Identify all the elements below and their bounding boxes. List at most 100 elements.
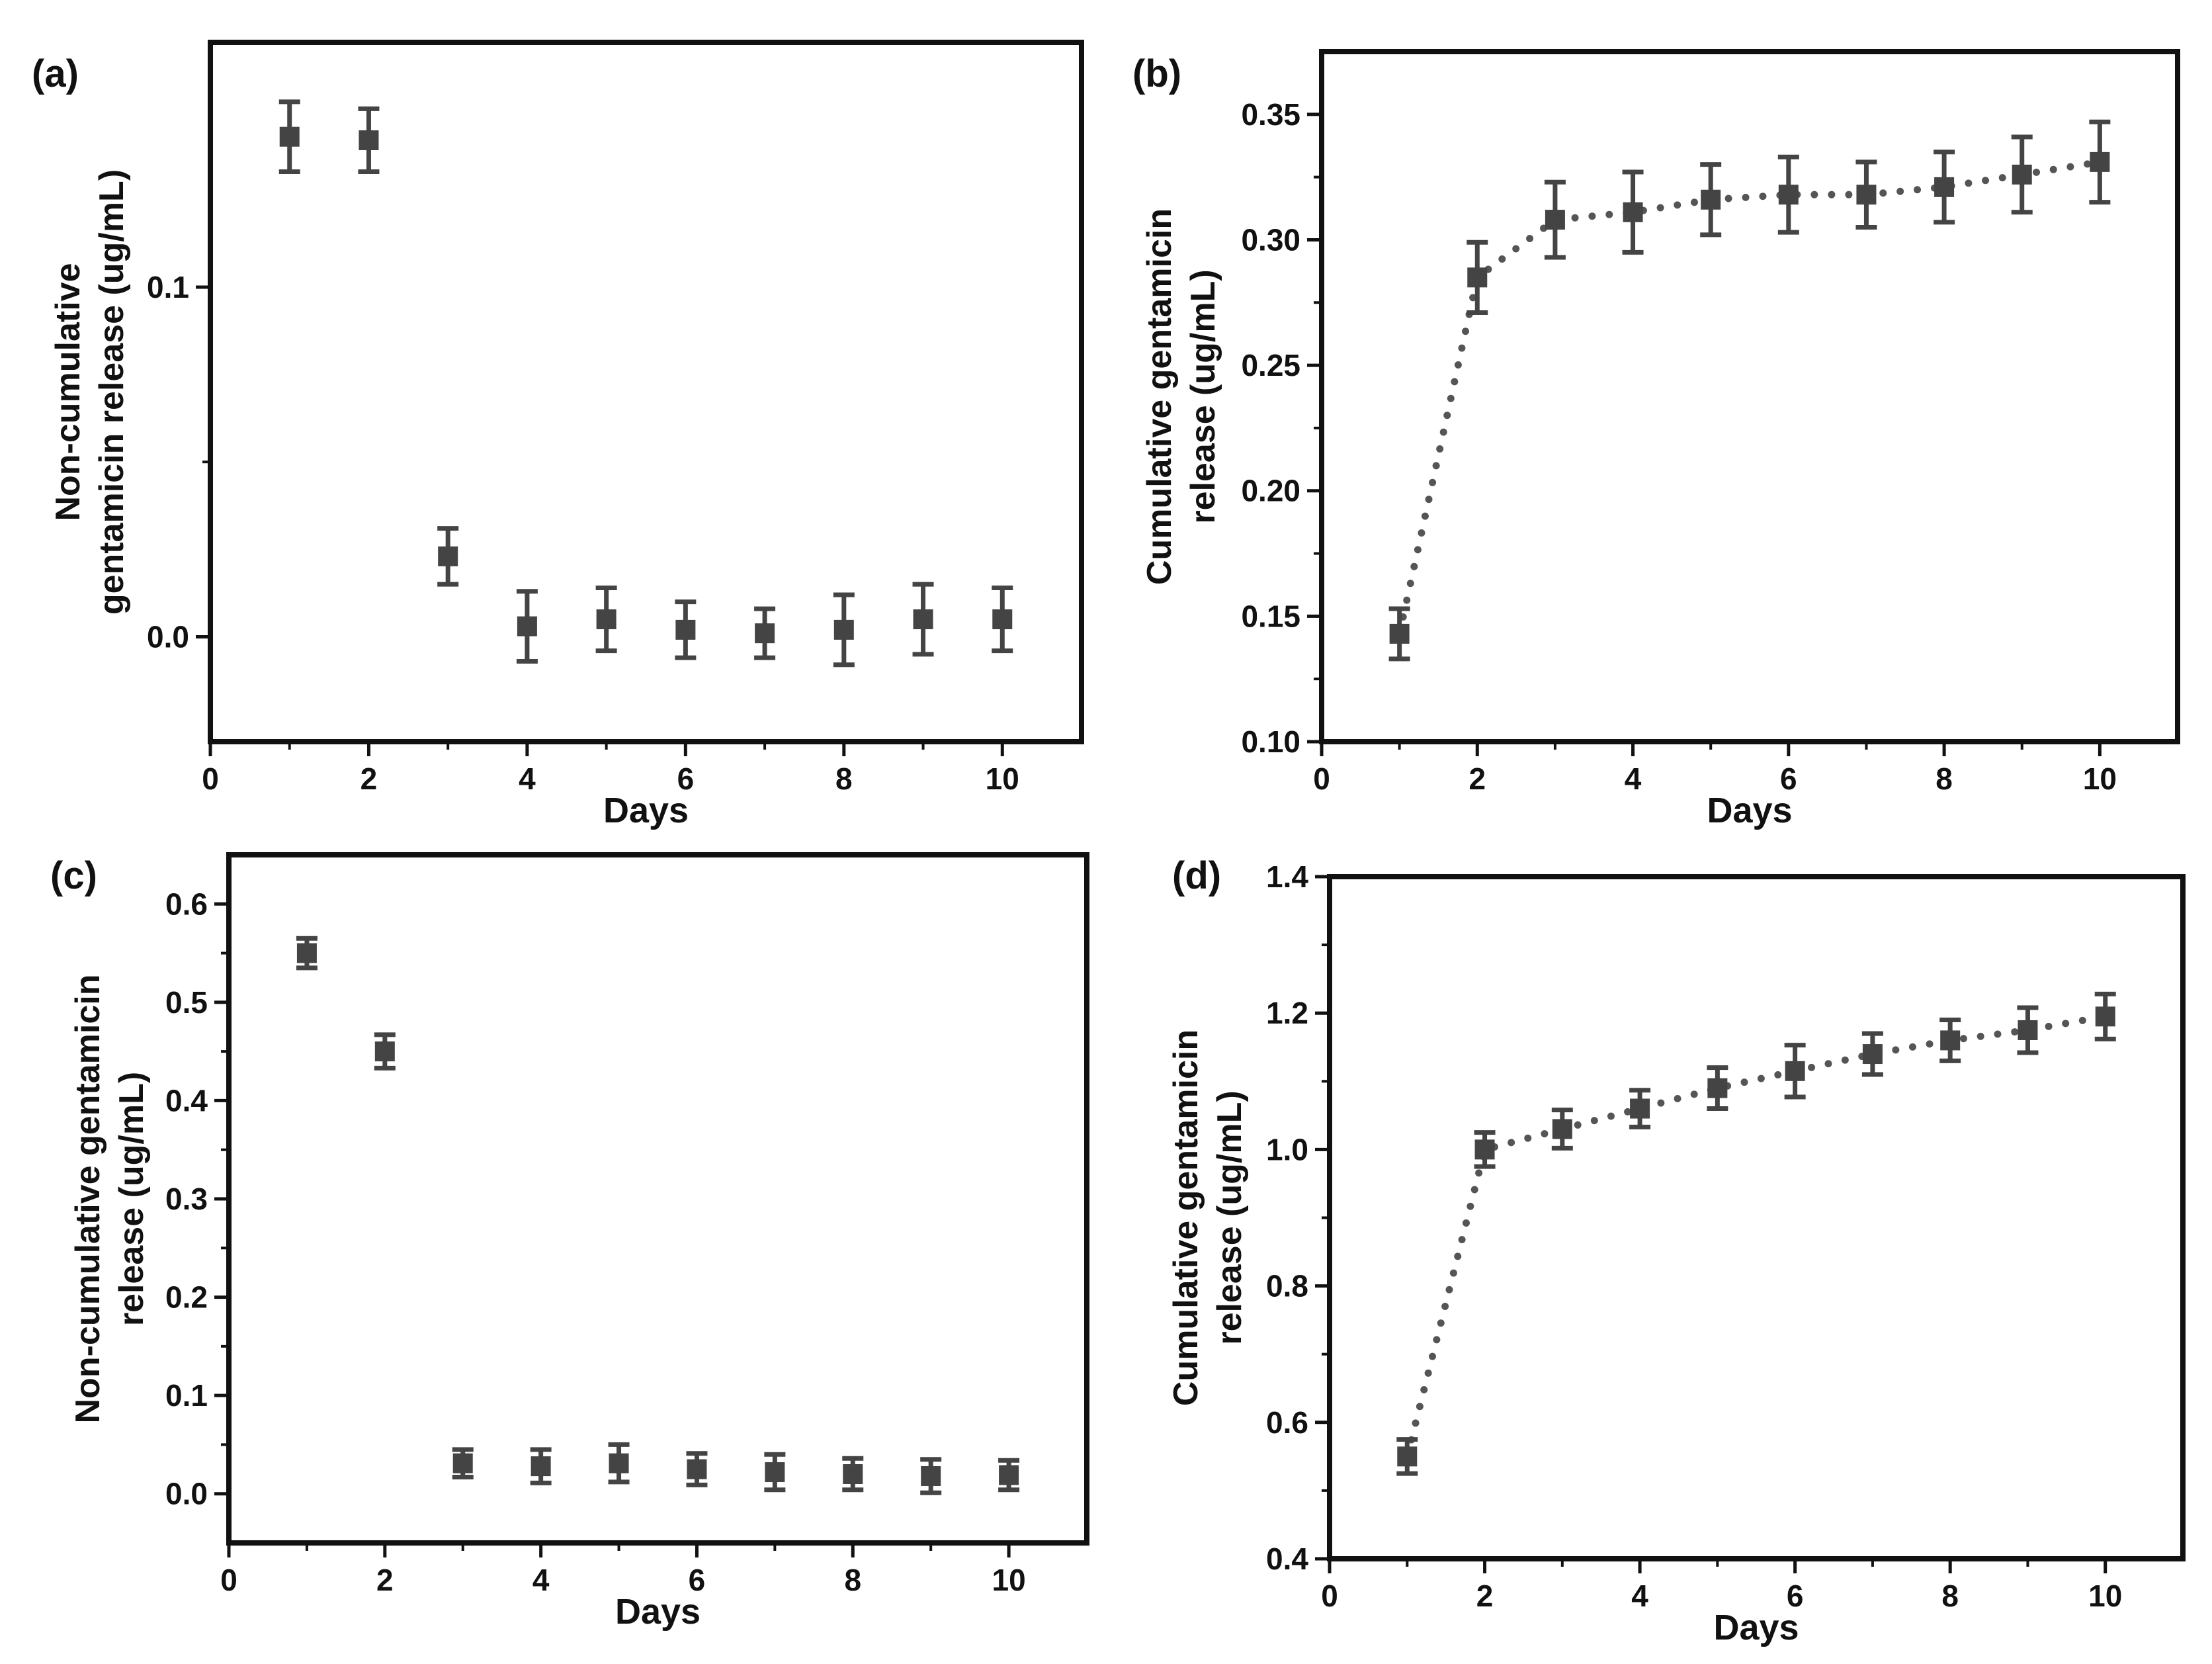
data-point — [1934, 177, 1955, 197]
y-axis-label: Non-cumulative gentamicin release (ug/mL) — [69, 975, 151, 1424]
x-tick-label: 0 — [220, 1563, 237, 1597]
x-axis-label: Days — [615, 1592, 701, 1632]
x-tick-label: 8 — [1941, 1579, 1959, 1613]
data-point — [843, 1464, 863, 1484]
y-tick-label: 0.15 — [1241, 599, 1300, 633]
y-axis-label-line: release (ug/mL) — [1184, 269, 1222, 523]
plot-frame — [1327, 874, 2186, 1561]
y-tick-label: 1.4 — [1266, 859, 1308, 894]
y-tick-label: 0.1 — [165, 1378, 208, 1413]
data-point — [1552, 1119, 1572, 1139]
data-point — [1862, 1044, 1883, 1065]
y-axis-label-line: gentamicin release (ug/mL) — [93, 169, 131, 615]
data-point — [1778, 185, 1799, 205]
x-tick-label: 2 — [376, 1563, 394, 1597]
x-tick-label: 2 — [1476, 1579, 1494, 1613]
data-point — [687, 1459, 707, 1479]
data-point — [999, 1465, 1019, 1485]
y-tick-label: 0.35 — [1241, 97, 1300, 132]
x-tick-label: 8 — [1936, 762, 1953, 796]
x-tick-label: 2 — [1468, 762, 1486, 796]
y-axis-label-line: Non-cumulative — [49, 263, 87, 521]
x-axis-label: Days — [603, 791, 689, 830]
data-point — [2095, 1006, 2115, 1027]
y-axis-label: Non-cumulative gentamicin release (ug/mL) — [49, 169, 131, 615]
data-point — [1467, 267, 1488, 288]
x-tick-label: 6 — [1787, 1579, 1804, 1613]
data-point — [1856, 185, 1877, 205]
series-line — [1403, 1012, 2109, 1460]
data-point — [296, 943, 317, 963]
x-tick-label: 10 — [992, 1563, 1026, 1597]
y-tick-label: 0.2 — [165, 1280, 208, 1315]
data-point — [1389, 623, 1410, 644]
panel-d-label: (d) — [1172, 854, 1222, 897]
data-point — [2018, 1020, 2038, 1040]
data-point — [531, 1456, 551, 1477]
y-tick-label: 0.4 — [1266, 1542, 1308, 1576]
data-point — [1397, 1446, 1418, 1467]
plot-frame — [208, 40, 1084, 744]
y-tick-label: 0.6 — [165, 887, 208, 921]
y-axis-label-line: Non-cumulative gentamicin — [69, 975, 107, 1424]
series-line — [1396, 158, 2104, 638]
x-tick-label: 6 — [1780, 762, 1797, 796]
x-tick-label: 10 — [986, 762, 1019, 796]
data-point — [517, 616, 537, 636]
panel-c-label: (c) — [50, 854, 97, 897]
x-tick-label: 6 — [689, 1563, 706, 1597]
y-axis-label-line: Cumulative gentamicin — [1140, 208, 1179, 585]
data-point — [921, 1466, 941, 1486]
x-tick-label: 4 — [519, 762, 536, 796]
y-tick-label: 0.5 — [165, 985, 208, 1020]
plot-frame — [226, 852, 1089, 1546]
data-point — [2012, 164, 2032, 185]
data-point — [675, 619, 696, 640]
panel-b-chart: 0 2 4 6 8 10 0.10 0.15 0.20 0.25 0.30 0.35 Days Cumul… — [1140, 49, 2180, 830]
y-axis-label: Cumulative gentamicin release (ug/mL) — [1167, 1029, 1249, 1406]
data-point — [2090, 152, 2110, 172]
x-tick-label: 4 — [1631, 1579, 1648, 1613]
x-tick-label: 0 — [1313, 762, 1330, 796]
x-tick-label: 4 — [532, 1563, 550, 1597]
y-axis-label: Cumulative gentamicin release (ug/mL) — [1140, 208, 1222, 585]
y-tick-label: 0.1 — [147, 270, 189, 304]
x-tick-label: 0 — [1321, 1579, 1338, 1613]
y-tick-label: 1.0 — [1266, 1132, 1308, 1166]
x-axis-label: Days — [1707, 791, 1792, 830]
panel-d-chart: 0 2 4 6 8 10 0.4 0.6 0.8 1.0 1.2 1.4 Days Cumulative … — [1167, 859, 2186, 1647]
data-point — [1701, 189, 1721, 210]
y-tick-label: 0.30 — [1241, 222, 1300, 257]
y-tick-label: 0.10 — [1241, 724, 1300, 759]
y-tick-label: 0.20 — [1241, 474, 1300, 508]
data-point — [1785, 1061, 1805, 1081]
y-tick-label: 0.4 — [165, 1083, 208, 1117]
plot-frame — [1319, 49, 2180, 744]
data-point — [279, 126, 300, 147]
panel-a-label: (a) — [32, 52, 79, 95]
x-tick-label: 8 — [844, 1563, 861, 1597]
data-point — [452, 1453, 473, 1473]
data-point — [765, 1462, 785, 1483]
data-point — [1707, 1078, 1728, 1098]
y-tick-label: 0.8 — [1266, 1269, 1308, 1303]
x-tick-label: 2 — [361, 762, 378, 796]
x-tick-label: 0 — [202, 762, 219, 796]
data-point — [609, 1453, 629, 1473]
data-point — [833, 619, 854, 640]
data-point — [755, 623, 775, 644]
x-axis-label: Days — [1713, 1608, 1799, 1647]
x-tick-label: 10 — [2088, 1579, 2122, 1613]
data-point — [1940, 1030, 1961, 1051]
y-axis-label-line: release (ug/mL) — [1211, 1090, 1249, 1344]
y-tick-label: 1.2 — [1266, 996, 1308, 1030]
data-point — [992, 609, 1013, 630]
panel-c-chart: 0 2 4 6 8 10 0.0 0.1 0.2 0.3 0.4 0.5 0.6 Days Non-cumu… — [69, 852, 1089, 1632]
data-point — [1630, 1098, 1650, 1119]
panel-a-chart: 0 2 4 6 8 10 0.0 0.1 Days Non-cumulative gentamici… — [49, 40, 1084, 830]
data-point — [374, 1041, 395, 1062]
data-point — [1474, 1139, 1495, 1160]
data-point — [913, 609, 933, 630]
data-point — [1545, 210, 1565, 230]
